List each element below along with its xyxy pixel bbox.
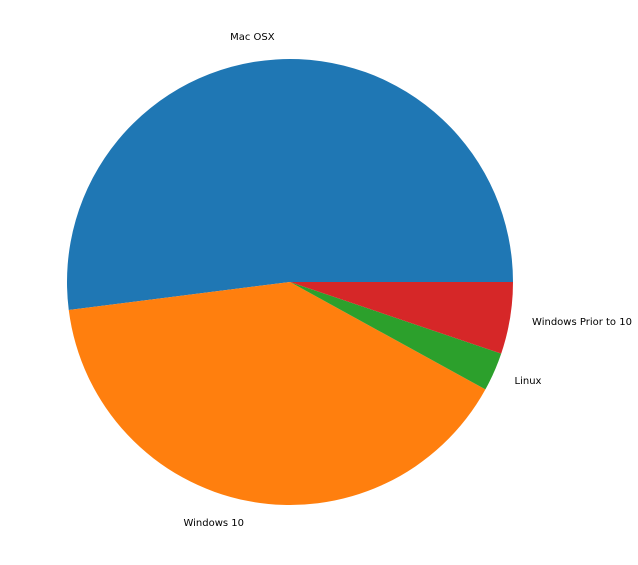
pie-label-windows-10: Windows 10 xyxy=(183,518,244,529)
pie-slice-mac-osx xyxy=(67,59,513,310)
pie-slice-windows-prior-to-10 xyxy=(290,282,513,354)
pie-labels: Mac OSX Windows 10 Linux Windows Prior to 1… xyxy=(183,32,631,529)
pie-slice-linux xyxy=(290,282,502,390)
pie-label-windows-prior-to-10: Windows Prior to 10 xyxy=(532,317,632,328)
pie-slice-windows-10 xyxy=(68,282,486,506)
pie-slices xyxy=(67,59,513,506)
pie-label-mac-osx: Mac OSX xyxy=(230,32,275,43)
pie-label-linux: Linux xyxy=(515,376,542,387)
